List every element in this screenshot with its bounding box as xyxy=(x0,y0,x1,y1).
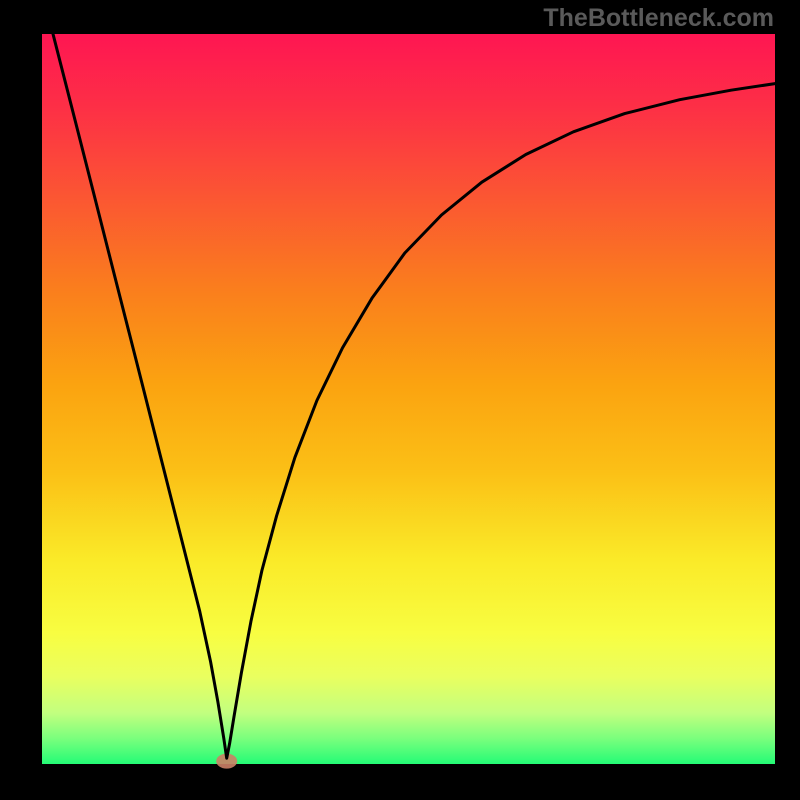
plot-area xyxy=(42,34,775,764)
chart-frame: TheBottleneck.com xyxy=(0,0,800,800)
watermark-text: TheBottleneck.com xyxy=(543,4,774,33)
